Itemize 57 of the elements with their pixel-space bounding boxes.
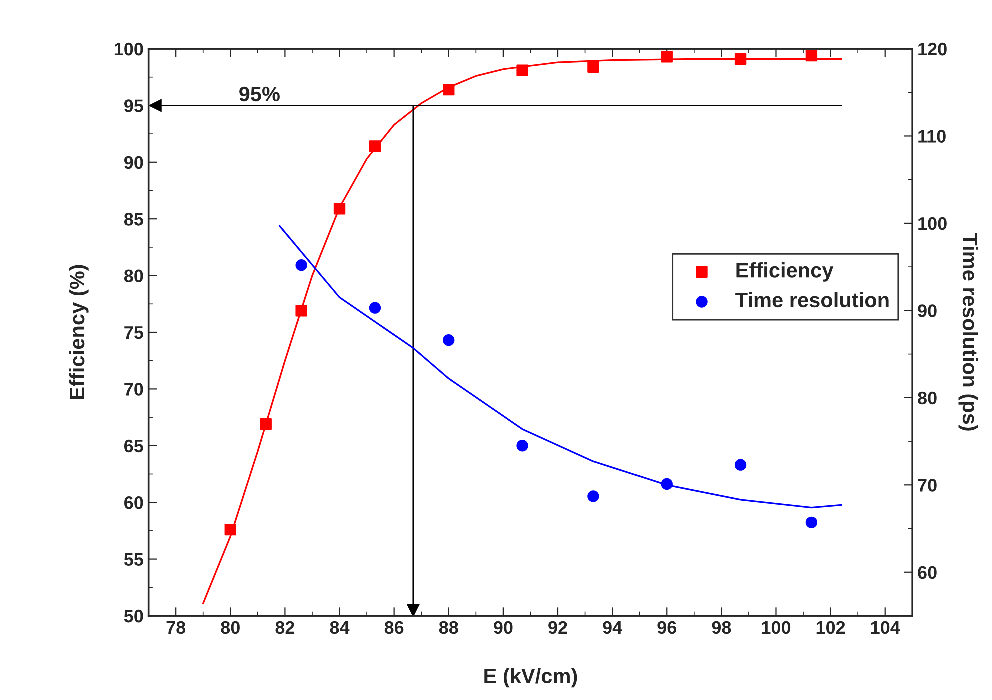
y-tick-label: 100 [114,42,144,56]
y2-tick-label: 90 [918,304,937,318]
y-tick-label: 75 [124,326,144,340]
y2-tick-label: 120 [918,42,947,56]
point [296,305,308,317]
x-tick-label: 84 [330,621,350,634]
x-tick-label: 90 [494,621,513,634]
legend-label: Time resolution [736,292,889,308]
y-tick-label: 90 [124,156,144,170]
x-tick-label: 92 [548,621,568,634]
y-tick-label: 55 [124,553,144,566]
x-tick-label: 102 [816,621,846,634]
point [806,50,818,62]
point [516,64,528,76]
point [661,51,673,63]
point [443,84,455,96]
point [443,334,455,346]
y2-tick-label: 60 [918,566,937,580]
x-tick-label: 100 [762,621,791,634]
x-tick-label: 88 [439,621,458,634]
point [516,440,528,452]
point [661,478,673,490]
point [369,302,382,314]
point [334,203,346,215]
y2-tick-label: 100 [918,217,947,230]
point [806,516,818,529]
y-tick-label: 50 [124,610,144,623]
point [224,524,236,536]
y2-tick-label: 80 [918,392,937,405]
point [734,53,747,66]
point [588,61,600,73]
y2-axis-title: Time resolution (ps) [958,233,978,431]
y-axis-title: Efficiency (%) [69,265,89,400]
point [296,259,308,272]
y-tick-label: 80 [124,270,144,283]
y-tick-label: 95 [124,100,144,112]
y2-tick-label: 70 [918,479,937,492]
x-tick-label: 80 [221,621,240,634]
x-tick-label: 82 [276,621,295,634]
x-axis-title: E (kV/cm) [484,668,578,688]
point [369,140,382,152]
y-tick-label: 65 [124,440,144,453]
y-tick-label: 60 [124,496,144,510]
y2-tick-label: 110 [918,130,946,143]
y-tick-label: 70 [124,383,144,396]
x-tick-label: 98 [712,621,732,634]
ref-line-label: 95% [240,86,280,102]
legend-label: Efficiency [736,262,834,282]
y-tick-label: 85 [124,213,144,226]
point [588,490,600,502]
x-tick-label: 96 [658,621,677,634]
x-tick-label: 94 [603,621,623,634]
x-tick-label: 86 [384,621,404,634]
x-tick-label: 104 [871,621,900,634]
x-tick-label: 78 [166,621,186,634]
point [734,459,747,471]
point [260,418,272,430]
